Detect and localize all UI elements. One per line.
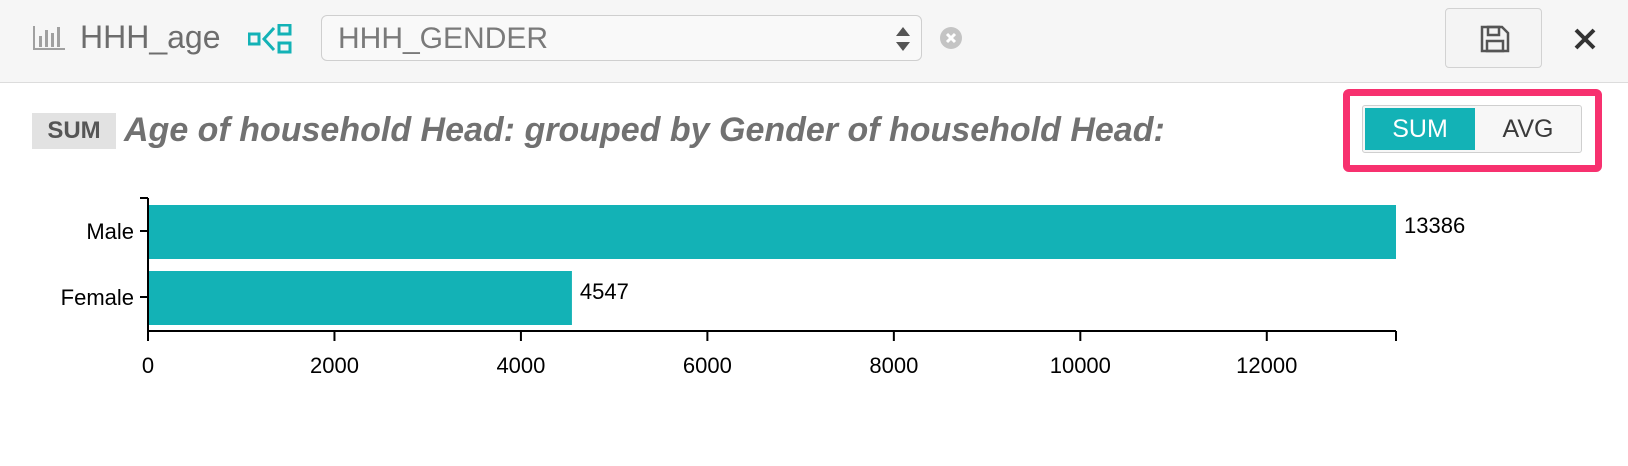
x-tick-label-10000: 10000 <box>1050 353 1111 378</box>
x-tick-label-12000: 12000 <box>1236 353 1297 378</box>
close-icon[interactable] <box>1572 26 1598 52</box>
groupby-select[interactable]: HHH_GENDER <box>321 15 922 61</box>
select-arrows-icon <box>893 24 913 54</box>
bar-chart: Male 13386 Female 4547 0 2000 4000 6000 8000 1000… <box>61 197 1465 378</box>
aggregation-badge: SUM <box>32 113 116 149</box>
field-name: HHH_age <box>80 19 221 55</box>
bar-female <box>149 271 572 325</box>
bar-chart-icon <box>32 22 66 52</box>
avg-toggle-button[interactable]: AVG <box>1502 115 1554 143</box>
data-label-female: 4547 <box>580 279 629 304</box>
groupby-select-value: HHH_GENDER <box>338 22 549 55</box>
x-tick-label-0: 0 <box>142 353 154 378</box>
chart-title: Age of household Head: grouped by Gender… <box>124 111 1165 149</box>
sum-toggle-button[interactable]: SUM <box>1365 108 1475 150</box>
x-tick-label-2000: 2000 <box>310 353 359 378</box>
x-tick-label-8000: 8000 <box>869 353 918 378</box>
toolbar: HHH_age HHH_GENDER <box>0 0 1628 83</box>
clear-icon[interactable] <box>940 27 962 49</box>
x-tick-label-6000: 6000 <box>683 353 732 378</box>
bar-male <box>149 205 1396 259</box>
y-tick-label-male: Male <box>86 219 134 244</box>
y-tick-label-female: Female <box>61 285 134 310</box>
toggle-highlight-box <box>1343 89 1602 172</box>
aggregation-toggle: SUM AVG <box>1362 105 1582 153</box>
save-button[interactable] <box>1445 8 1542 68</box>
group-by-icon <box>247 23 294 54</box>
save-icon <box>1480 25 1510 53</box>
x-tick-label-4000: 4000 <box>496 353 545 378</box>
data-label-male: 13386 <box>1404 213 1465 238</box>
